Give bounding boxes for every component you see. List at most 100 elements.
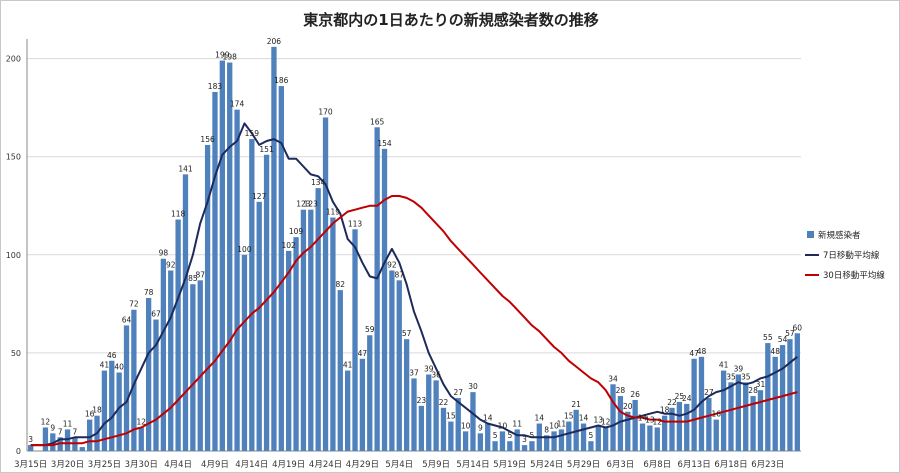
bar — [558, 429, 565, 451]
bar — [617, 396, 624, 451]
data-label: 12 — [652, 417, 662, 426]
bar — [743, 382, 749, 451]
bar — [588, 441, 594, 451]
data-label: 37 — [409, 368, 419, 377]
bar — [160, 258, 167, 451]
data-label: 57 — [785, 329, 795, 338]
data-label: 11 — [512, 419, 522, 428]
data-label: 59 — [365, 325, 375, 334]
data-label: 11 — [63, 419, 73, 428]
data-label: 14 — [535, 414, 545, 423]
data-label: 10 — [461, 421, 471, 430]
data-label: 206 — [267, 37, 282, 46]
bar — [779, 345, 786, 451]
data-label: 85 — [188, 274, 198, 283]
x-tick-label: 5月24日 — [530, 460, 563, 470]
bar — [706, 398, 712, 451]
data-label: 64 — [122, 315, 132, 324]
data-label: 127 — [252, 192, 267, 201]
bar — [448, 421, 454, 451]
data-label: 92 — [387, 261, 397, 270]
bar — [647, 425, 653, 451]
data-label: 82 — [336, 280, 346, 289]
y-tick-label: 200 — [6, 55, 21, 64]
data-label: 156 — [200, 135, 215, 144]
bar — [735, 374, 741, 451]
bar — [728, 382, 734, 451]
bar — [485, 423, 491, 451]
bar — [772, 356, 778, 451]
bar — [87, 419, 93, 451]
legend: 新規感染者 7日移動平均線 30日移動平均線 — [805, 230, 885, 281]
data-label: 3 — [522, 435, 527, 444]
bar — [603, 427, 609, 451]
data-label: 7 — [58, 427, 63, 436]
bar — [713, 419, 719, 451]
bar — [249, 139, 255, 452]
bar — [367, 335, 373, 451]
x-axis-ticks: 3月15日 3月20日 3月25日 3月30日 4月4日 4月9日 4月14日 4月19日 4月… — [14, 460, 784, 470]
bar — [153, 319, 159, 451]
data-label: 87 — [195, 270, 205, 279]
bar — [433, 380, 439, 451]
bar — [455, 398, 461, 451]
data-label: 25 — [675, 392, 685, 401]
data-label: 5 — [530, 431, 535, 440]
bar — [669, 407, 675, 451]
data-label: 7 — [73, 427, 78, 436]
series-line — [30, 195, 798, 447]
bar — [79, 447, 85, 451]
x-tick-label: 4月24日 — [309, 460, 342, 470]
data-label: 78 — [144, 288, 154, 297]
data-label: 159 — [245, 129, 260, 138]
bar — [263, 154, 270, 451]
data-label: 12 — [601, 417, 611, 426]
data-label: 41 — [719, 361, 729, 370]
data-label: 165 — [370, 117, 385, 126]
data-label: 13 — [645, 415, 655, 424]
bar — [381, 148, 388, 451]
data-label: 22 — [439, 398, 449, 407]
bar — [389, 270, 395, 451]
bar — [182, 174, 189, 451]
data-label: 48 — [697, 347, 707, 356]
data-label: 12 — [41, 417, 51, 426]
data-label: 5 — [493, 431, 498, 440]
bar — [374, 127, 380, 452]
bar — [322, 117, 329, 451]
data-label: 12 — [136, 417, 146, 426]
x-tick-label: 6月3日 — [606, 460, 634, 470]
data-label: 100 — [237, 245, 252, 254]
bar — [654, 427, 660, 451]
bar — [337, 290, 343, 451]
bar — [661, 415, 668, 451]
bar — [101, 370, 108, 451]
bar — [278, 86, 284, 451]
x-tick-label: 6月8日 — [643, 460, 671, 470]
bar — [610, 384, 616, 451]
bar — [403, 339, 410, 451]
bar — [204, 144, 211, 451]
bar — [566, 421, 572, 451]
data-label: 10 — [549, 421, 559, 430]
bar — [411, 378, 417, 451]
data-label: 87 — [394, 270, 404, 279]
data-label: 14 — [483, 414, 493, 423]
data-label: 109 — [289, 227, 304, 236]
bar — [698, 356, 705, 451]
x-tick-label: 4月4日 — [164, 460, 192, 470]
data-label: 11 — [557, 419, 567, 428]
x-tick-label: 5月14日 — [456, 460, 489, 470]
bar — [625, 411, 631, 451]
x-tick-label: 6月18日 — [714, 460, 747, 470]
y-tick-label: 100 — [6, 251, 21, 260]
bar — [241, 254, 248, 451]
data-label: 46 — [107, 351, 117, 360]
data-label: 151 — [259, 145, 274, 154]
bar — [315, 188, 321, 451]
data-label: 40 — [114, 363, 124, 372]
data-label: 9 — [478, 423, 483, 432]
data-label: 16 — [711, 410, 721, 419]
bar — [116, 372, 122, 451]
